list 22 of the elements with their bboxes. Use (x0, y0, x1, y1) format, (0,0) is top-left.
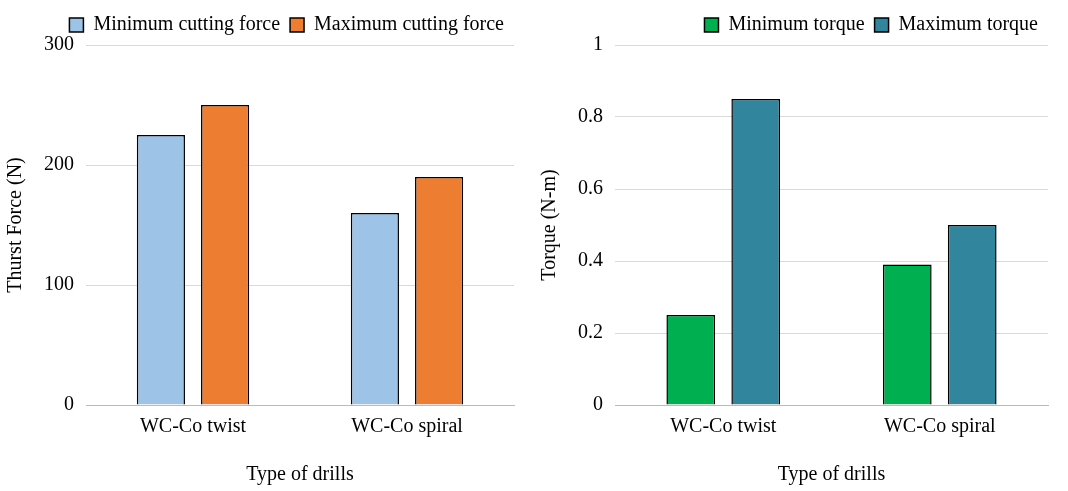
y-tick-label: 0.6 (578, 176, 603, 199)
x-tick-label: WC-Co spiral (351, 414, 464, 438)
x-axis-title: Type of drills (777, 462, 886, 486)
legend-label: Maximum cutting force (314, 12, 505, 36)
y-axis-title: Thurst Force (N) (3, 157, 27, 293)
y-tick-label: 300 (44, 32, 74, 55)
y-tick-label: 1 (593, 32, 603, 55)
y-tick-label: 100 (44, 272, 74, 295)
y-tick-label: 0 (593, 392, 603, 415)
legend-label: Minimum torque (728, 12, 865, 36)
x-axis-title: Type of drills (246, 462, 354, 486)
y-tick-label: 0.4 (578, 248, 603, 271)
x-tick-label: WC-Co twist (139, 414, 247, 437)
legend-label: Maximum torque (898, 12, 1039, 36)
legend-label: Minimum cutting force (93, 12, 281, 36)
y-tick-label: 200 (44, 152, 74, 175)
x-tick-label: WC-Co twist (670, 414, 777, 437)
y-tick-label: 0 (64, 392, 74, 415)
x-tick-label: WC-Co spiral (883, 414, 997, 438)
y-axis-title: Torque (N-m) (537, 169, 561, 281)
y-tick-label: 0.8 (578, 104, 603, 127)
y-tick-label: 0.2 (578, 320, 603, 343)
